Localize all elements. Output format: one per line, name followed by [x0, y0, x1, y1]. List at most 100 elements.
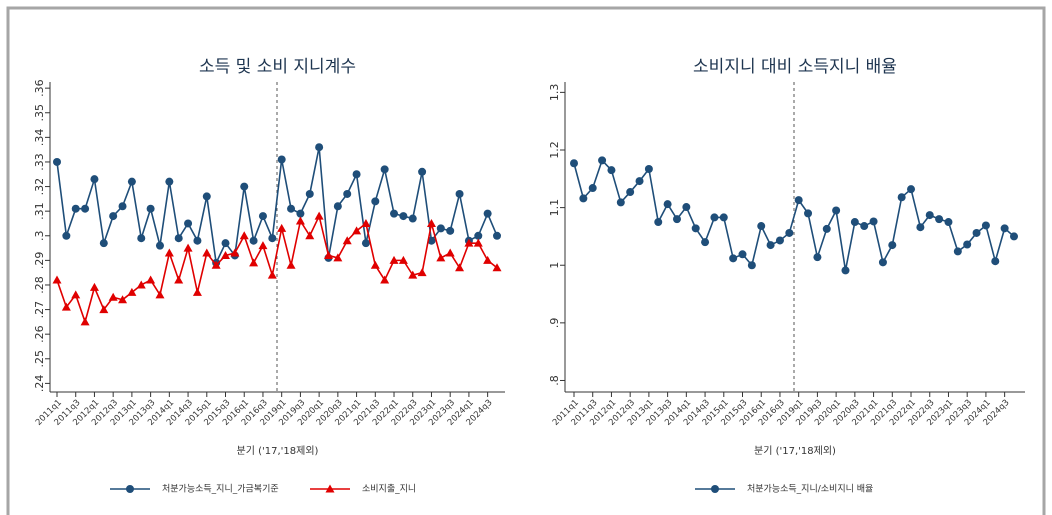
data-point [352, 170, 361, 179]
data-point [389, 255, 399, 264]
data-point [579, 194, 588, 203]
data-point [804, 209, 813, 218]
data-point [370, 260, 380, 269]
legend-label: 처분가능소득_지니_가금복기준 [162, 483, 279, 495]
data-point [860, 222, 869, 231]
data-point [832, 206, 841, 215]
data-point [249, 258, 259, 267]
data-point [61, 302, 71, 311]
y-tick-label: .35 [33, 104, 46, 122]
y-tick-label: .9 [548, 318, 561, 329]
y-tick-label: .8 [548, 375, 561, 386]
data-point [701, 238, 710, 247]
data-point [80, 317, 90, 326]
data-point [398, 255, 408, 264]
chart-title: 소비지니 대비 소득지니 배율 [693, 57, 897, 77]
legend-marker [711, 485, 719, 493]
y-tick-label: .36 [33, 79, 46, 97]
data-point [408, 270, 418, 279]
data-point [654, 218, 663, 227]
data-point [53, 157, 61, 166]
data-point [333, 253, 343, 262]
data-point [380, 165, 389, 174]
x-axis-title: 분기 ('17,'18제외) [237, 445, 319, 457]
data-point [710, 213, 719, 222]
data-point [464, 238, 474, 247]
y-tick-label: 1.3 [548, 84, 561, 102]
chart-title: 소득 및 소비 지니계수 [199, 57, 356, 77]
data-point [607, 166, 616, 175]
y-tick-label: .25 [33, 350, 46, 368]
y-tick-label: .27 [33, 301, 46, 319]
data-point [492, 263, 502, 272]
data-point [71, 290, 81, 299]
frame [6, 6, 1046, 515]
y-tick-label: .32 [33, 178, 46, 196]
data-point [991, 257, 1000, 266]
data-point [729, 254, 738, 263]
data-point [813, 253, 822, 262]
data-point [258, 212, 267, 221]
data-point [371, 197, 380, 206]
y-tick-label: .28 [33, 276, 46, 294]
data-point [295, 216, 305, 225]
data-point [174, 234, 183, 243]
data-point [822, 224, 831, 233]
data-point [747, 261, 756, 270]
data-point [268, 234, 277, 243]
y-tick-label: .24 [33, 375, 46, 393]
data-point [164, 248, 174, 257]
data-point [916, 223, 925, 232]
data-point [305, 189, 314, 198]
data-point [183, 243, 193, 252]
data-point [663, 200, 672, 209]
data-point [878, 258, 887, 267]
data-point [361, 239, 370, 248]
data-point [239, 231, 249, 240]
data-point [635, 177, 644, 186]
data-point [155, 290, 165, 299]
data-point [445, 248, 455, 257]
data-point [446, 226, 455, 235]
data-point [588, 184, 597, 193]
data-point [455, 263, 465, 272]
data-point [62, 231, 71, 240]
data-point [211, 260, 221, 269]
legend-label: 처분가능소득_지니/소비지니 배율 [747, 483, 873, 495]
data-point [775, 236, 784, 245]
data-point [146, 275, 156, 284]
data-point [287, 204, 296, 213]
data-point [473, 238, 483, 247]
data-point [598, 156, 607, 165]
y-tick-label: 1.2 [548, 141, 561, 159]
data-point [972, 228, 981, 237]
data-point [907, 185, 916, 194]
data-point [850, 218, 859, 227]
data-point [315, 143, 324, 152]
legend-marker [325, 484, 335, 493]
data-point [1000, 224, 1009, 233]
data-point [427, 236, 436, 245]
data-point [455, 189, 464, 198]
data-point [81, 204, 90, 213]
data-point [136, 280, 146, 289]
data-point [897, 193, 906, 202]
data-point [888, 241, 897, 250]
y-tick-label: .31 [33, 202, 46, 220]
data-point [738, 250, 747, 259]
data-point [682, 203, 691, 212]
data-point [757, 222, 766, 231]
data-point [230, 248, 240, 257]
data-point [794, 196, 803, 205]
data-point [155, 241, 164, 250]
y-tick-label: .26 [33, 325, 46, 343]
data-point [785, 228, 794, 237]
legend-marker [126, 485, 134, 493]
data-point [390, 209, 399, 218]
y-tick-label: 1 [548, 262, 561, 269]
data-point [436, 253, 446, 262]
data-point [616, 198, 625, 207]
data-point [193, 236, 202, 245]
